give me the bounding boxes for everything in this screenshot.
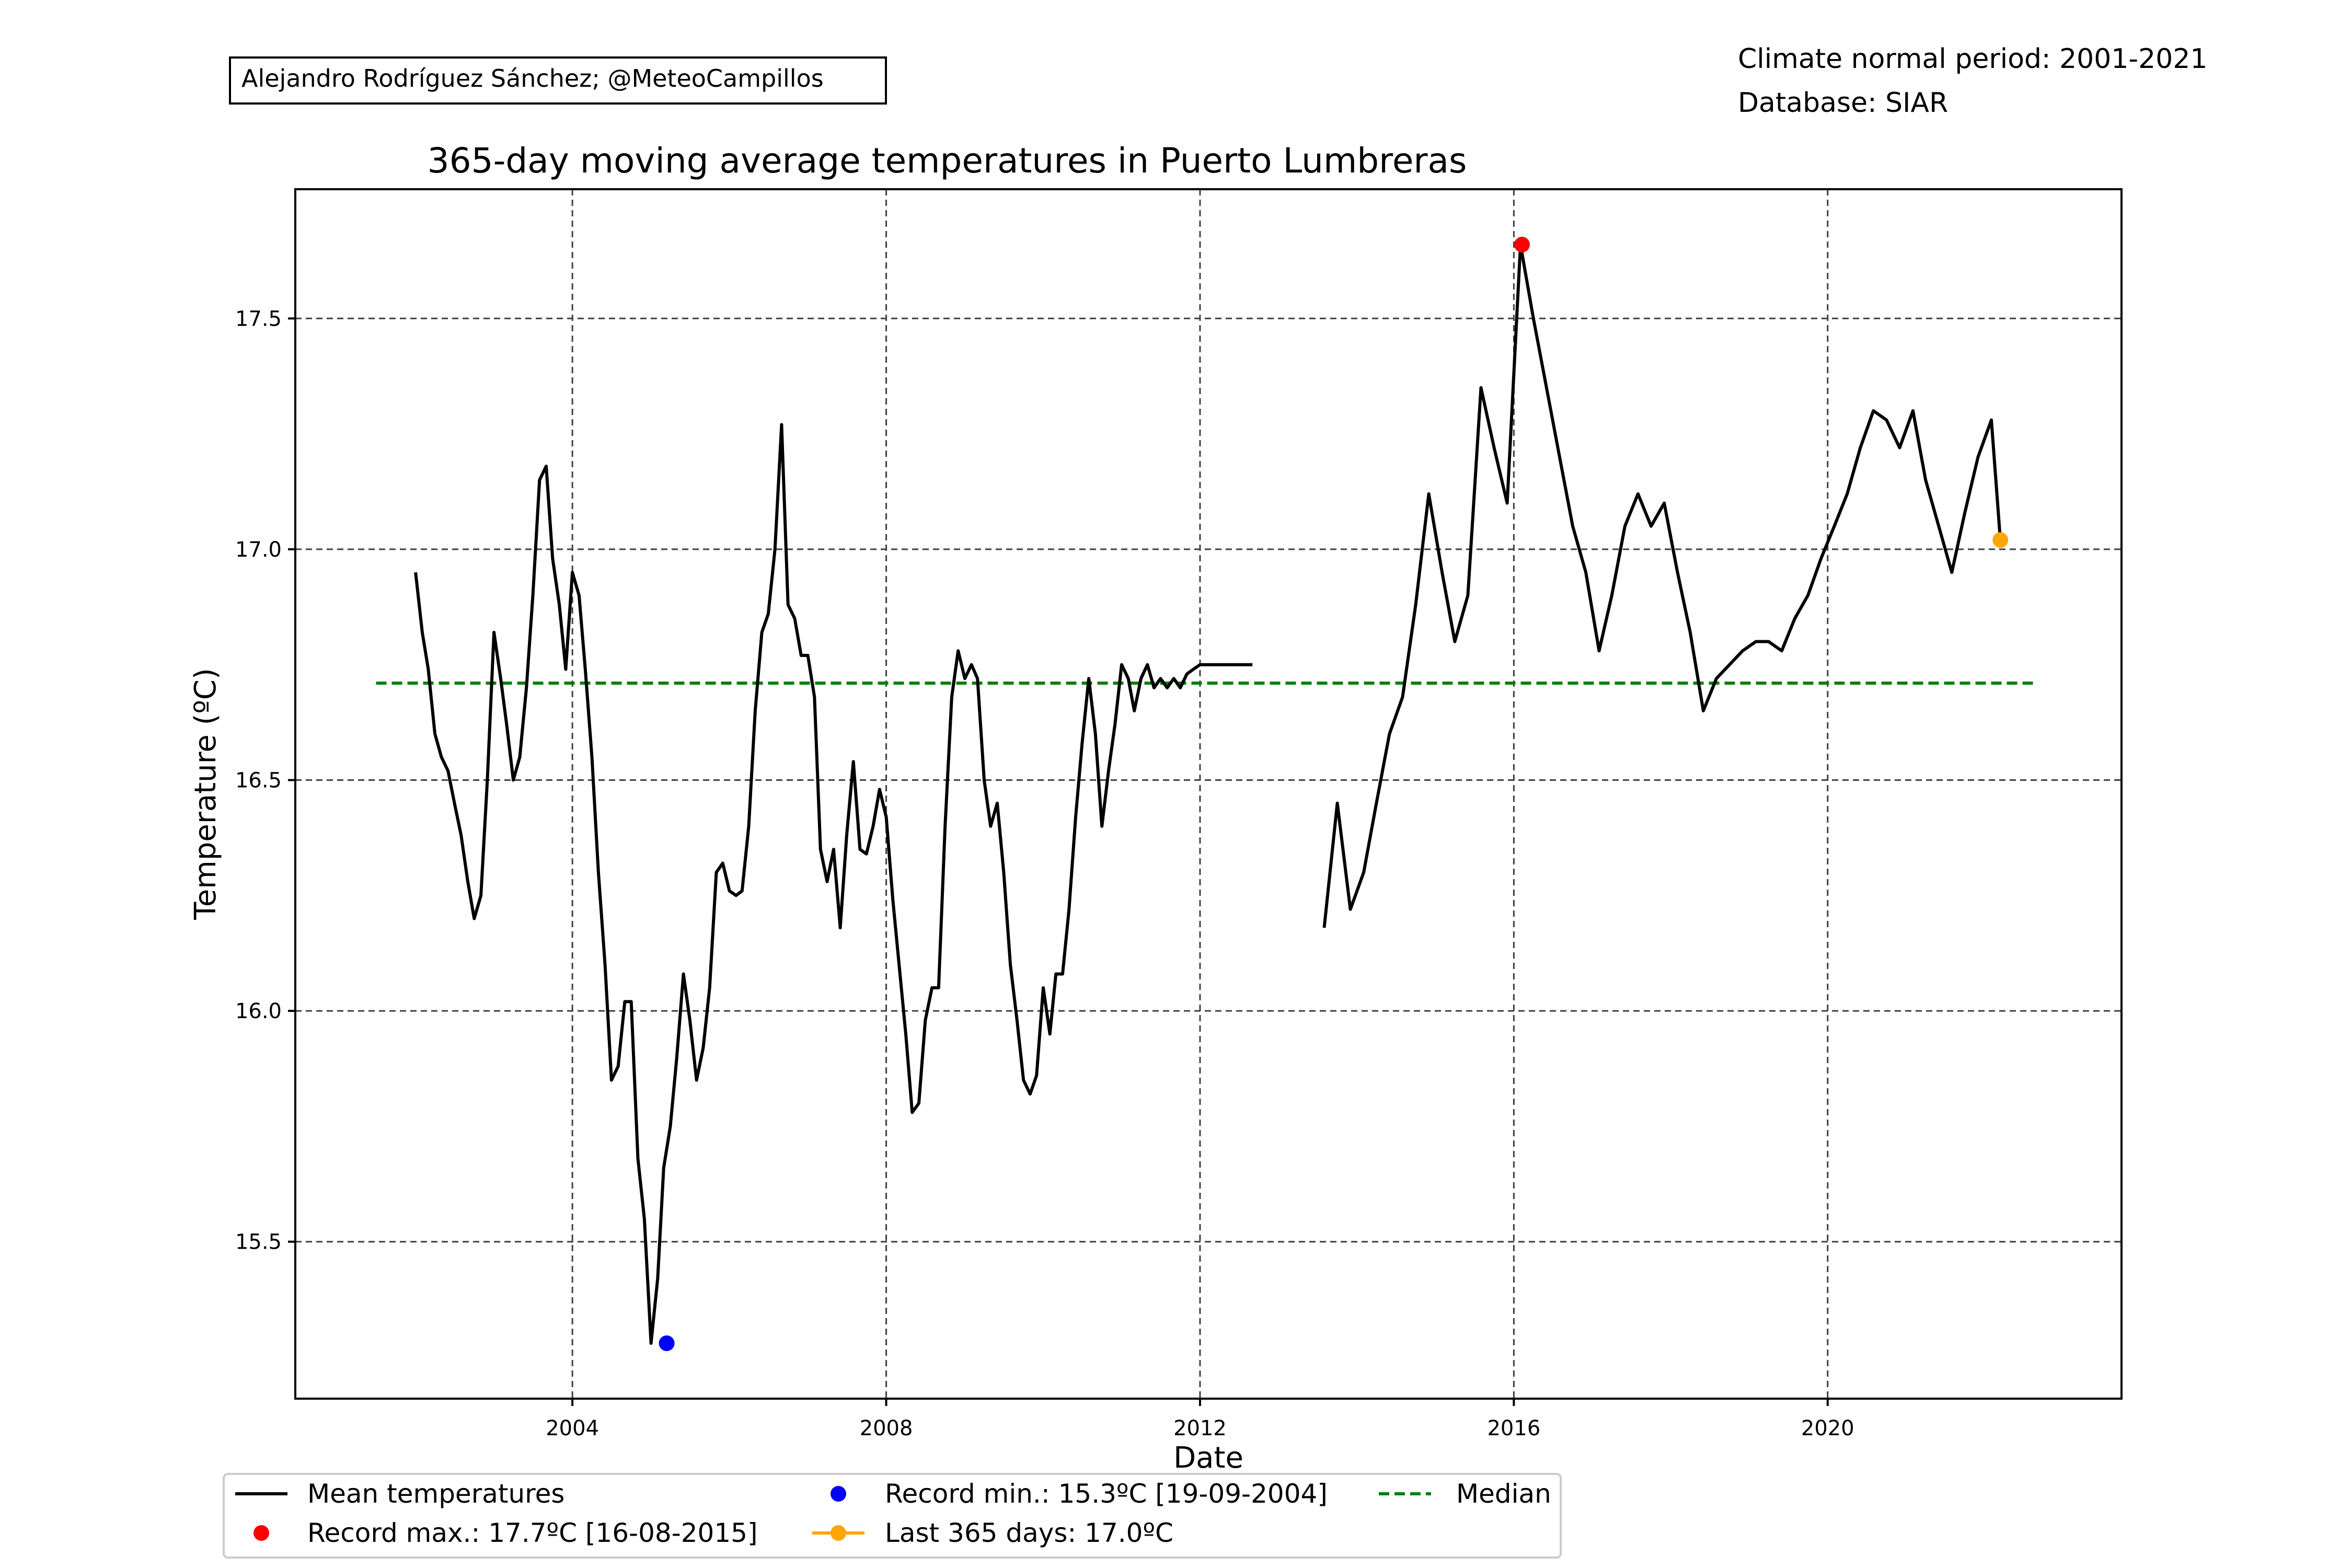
mean-temperature-line-segment-1 — [414, 423, 1253, 1345]
x-axis-label: Date — [1173, 1441, 1243, 1475]
x-tick-label: 2016 — [1487, 1416, 1540, 1440]
record-min-point — [659, 1335, 675, 1352]
credit-box: Alejandro Rodríguez Sánchez; @MeteoCampi… — [229, 56, 887, 105]
x-axis-ticks: 2004 2008 2012 2016 2020 — [546, 1399, 1854, 1440]
legend-label-record-min: Record min.: 15.3ºC [19-09-2004] — [885, 1479, 1328, 1509]
record-max-point — [1514, 236, 1530, 252]
legend-swatch-last — [831, 1525, 846, 1541]
x-tick-label: 2012 — [1173, 1416, 1227, 1440]
legend-label-mean: Mean temperatures — [307, 1479, 564, 1509]
credit-frame — [229, 56, 887, 105]
x-tick-label: 2008 — [860, 1416, 913, 1440]
legend-swatch-record-min — [831, 1486, 846, 1502]
legend-swatch-record-max — [253, 1525, 269, 1541]
series-layer — [414, 243, 2002, 1345]
plot-frame — [294, 188, 2123, 1400]
y-tick-label: 16.5 — [235, 769, 282, 793]
y-axis-ticks: 15.5 16.0 16.5 17.0 17.5 — [235, 307, 295, 1254]
grid-lines — [295, 189, 2122, 1399]
x-tick-label: 2020 — [1801, 1416, 1854, 1440]
legend-frame — [223, 1473, 1562, 1559]
legend-label-record-max: Record max.: 17.7ºC [16-08-2015] — [307, 1518, 758, 1548]
climate-period-text: Climate normal period: 2001-2021 — [1738, 43, 2208, 75]
y-tick-label: 16.0 — [235, 999, 282, 1023]
points-layer — [659, 236, 2009, 1352]
legend-label-last: Last 365 days: 17.0ºC — [885, 1518, 1173, 1548]
y-tick-label: 17.5 — [235, 307, 282, 331]
y-axis-label: Temperature (ºC) — [189, 668, 223, 920]
mean-temperature-line-segment-2 — [1322, 243, 2002, 928]
credit-text: Alejandro Rodríguez Sánchez; @MeteoCampi… — [241, 64, 824, 93]
chart-title: 365-day moving average temperatures in P… — [428, 141, 1467, 181]
legend-label-median: Median — [1456, 1479, 1551, 1509]
y-tick-label: 17.0 — [235, 538, 282, 562]
x-tick-label: 2004 — [546, 1416, 599, 1440]
database-text: Database: SIAR — [1738, 87, 1948, 119]
legend: Mean temperatures Record max.: 17.7ºC [1… — [223, 1473, 1562, 1559]
last-365-days-point — [1992, 532, 2009, 548]
y-tick-label: 15.5 — [235, 1230, 282, 1254]
